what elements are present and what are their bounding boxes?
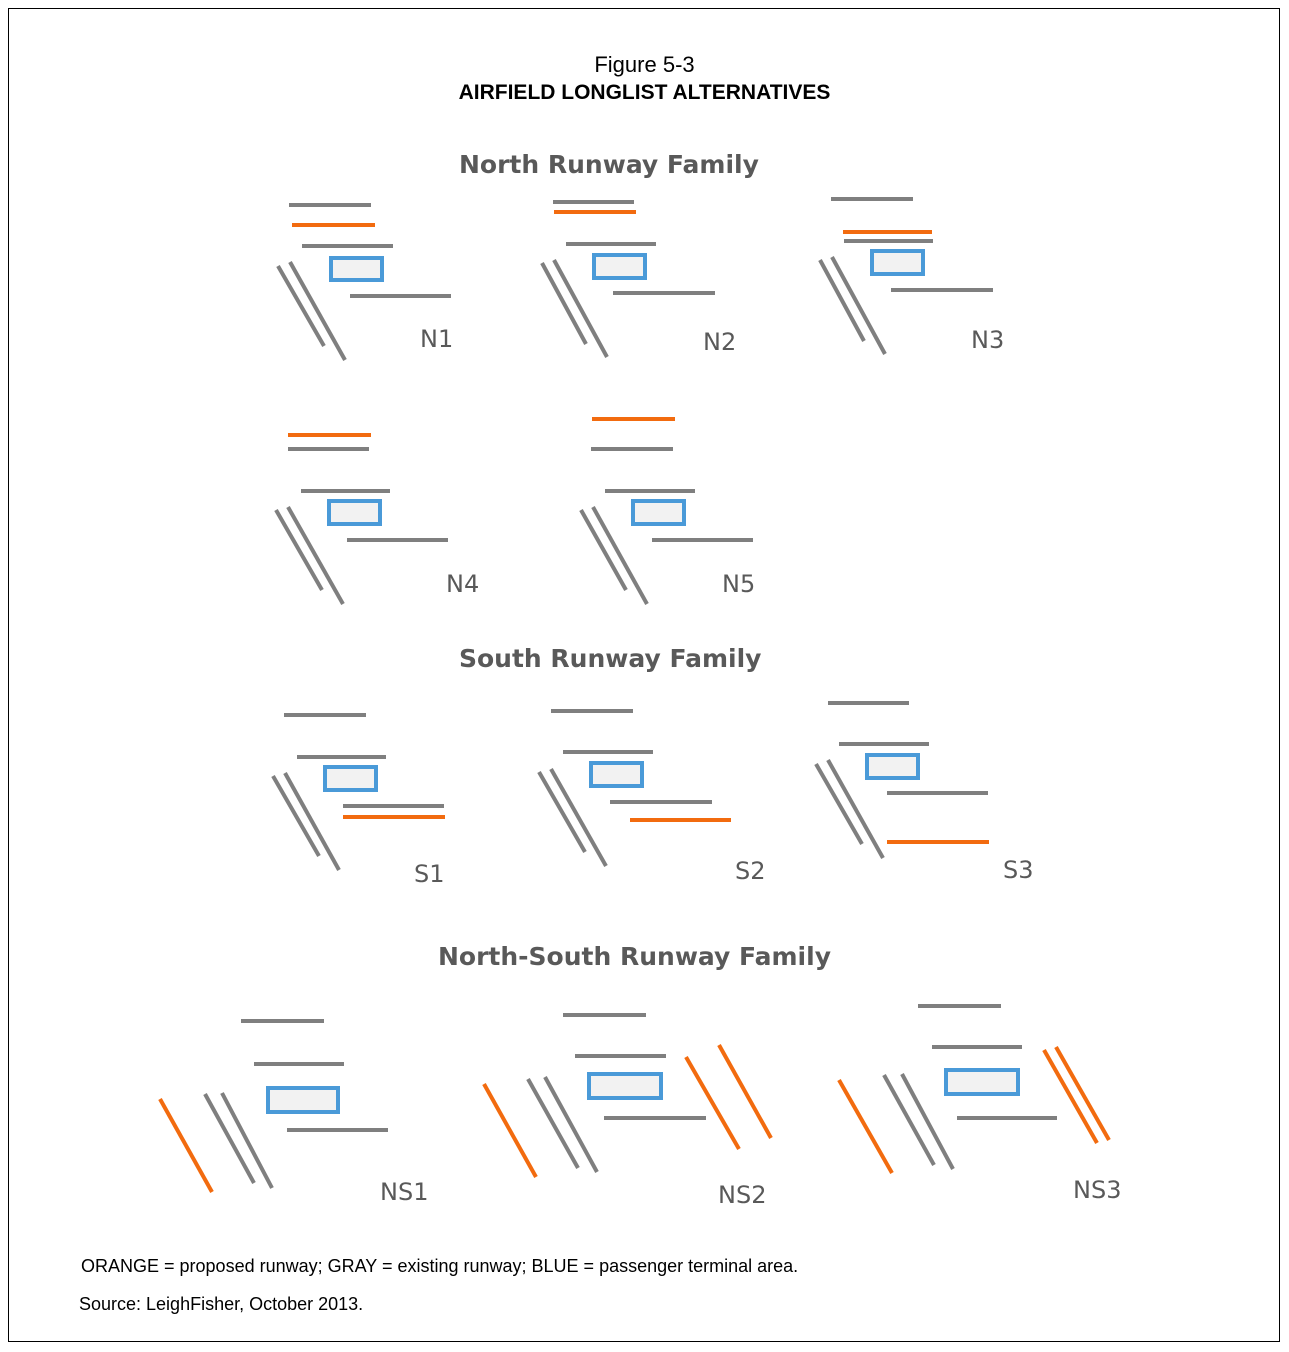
proposed-runway bbox=[686, 1057, 739, 1149]
passenger-terminal bbox=[633, 501, 684, 524]
alternative-s1-diagram bbox=[273, 715, 445, 870]
passenger-terminal bbox=[268, 1088, 338, 1112]
label-n2: N2 bbox=[703, 328, 736, 356]
existing-runway bbox=[539, 772, 585, 852]
label-s1: S1 bbox=[414, 860, 445, 888]
alternative-n3-diagram bbox=[820, 199, 993, 354]
passenger-terminal bbox=[325, 767, 376, 790]
proposed-runway bbox=[160, 1099, 212, 1192]
label-ns2: NS2 bbox=[718, 1181, 766, 1209]
passenger-terminal bbox=[329, 501, 380, 524]
passenger-terminal bbox=[589, 1074, 661, 1098]
proposed-runway bbox=[1056, 1047, 1109, 1140]
label-ns1: NS1 bbox=[380, 1178, 428, 1206]
existing-runway bbox=[276, 510, 322, 590]
proposed-runway bbox=[1044, 1050, 1097, 1143]
passenger-terminal bbox=[867, 755, 918, 778]
passenger-terminal bbox=[591, 763, 642, 786]
proposed-runway bbox=[484, 1084, 536, 1177]
existing-runway bbox=[273, 776, 319, 856]
proposed-runway bbox=[839, 1080, 892, 1173]
alternative-s3-diagram bbox=[816, 703, 989, 858]
label-s3: S3 bbox=[1003, 856, 1034, 884]
passenger-terminal bbox=[594, 255, 645, 278]
alternative-ns2-diagram bbox=[484, 1015, 771, 1177]
label-n5: N5 bbox=[722, 570, 755, 598]
legend-text: ORANGE = proposed runway; GRAY = existin… bbox=[81, 1256, 798, 1277]
source-text: Source: LeighFisher, October 2013. bbox=[79, 1294, 363, 1315]
label-ns3: NS3 bbox=[1073, 1176, 1121, 1204]
alternative-ns3-diagram bbox=[839, 1006, 1109, 1173]
passenger-terminal bbox=[331, 258, 382, 280]
alternative-ns1-diagram bbox=[160, 1021, 388, 1192]
passenger-terminal bbox=[946, 1070, 1018, 1094]
label-n4: N4 bbox=[446, 570, 479, 598]
label-n1: N1 bbox=[420, 325, 453, 353]
alternative-s2-diagram bbox=[539, 711, 731, 866]
label-n3: N3 bbox=[971, 326, 1004, 354]
alternative-n2-diagram bbox=[542, 202, 715, 357]
passenger-terminal bbox=[872, 251, 923, 274]
label-s2: S2 bbox=[735, 857, 766, 885]
alternative-n4-diagram bbox=[276, 435, 448, 604]
